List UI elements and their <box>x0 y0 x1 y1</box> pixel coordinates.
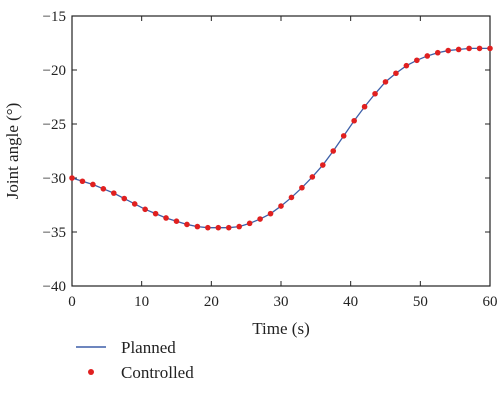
controlled-point <box>225 224 232 231</box>
controlled-point <box>309 174 316 180</box>
controlled-point <box>393 70 399 77</box>
controlled-point <box>267 210 274 217</box>
legend-planned-label: Planned <box>121 338 176 357</box>
y-axis-ticks: −15 −20 −25 −30 −35 −40 <box>43 9 490 295</box>
controlled-point <box>163 215 169 221</box>
controlled-point <box>361 103 368 110</box>
y-tick-label: −35 <box>43 225 66 241</box>
y-tick-label: −40 <box>43 279 66 295</box>
planned-series-line <box>71 47 490 229</box>
x-axis-ticks: 0 10 20 30 40 50 60 <box>68 16 498 310</box>
controlled-point <box>142 206 148 213</box>
x-tick-label: 10 <box>134 294 149 310</box>
y-tick-label: −20 <box>43 63 66 79</box>
controlled-point <box>330 148 337 154</box>
controlled-point <box>455 46 462 53</box>
controlled-point <box>476 45 483 52</box>
controlled-point <box>79 178 86 185</box>
legend-controlled-swatch <box>88 369 94 375</box>
y-tick-label: −25 <box>43 117 66 133</box>
controlled-point <box>487 45 493 52</box>
controlled-point <box>424 53 431 59</box>
controlled-point <box>205 224 211 231</box>
controlled-point <box>121 195 128 202</box>
y-tick-label: −15 <box>43 9 66 25</box>
y-axis-label: Joint angle (°) <box>3 103 22 200</box>
controlled-point <box>340 133 347 139</box>
controlled-point <box>90 181 96 188</box>
controlled-point <box>414 57 420 64</box>
controlled-point <box>351 117 357 124</box>
controlled-point <box>320 162 326 168</box>
x-tick-label: 40 <box>343 294 358 310</box>
legend-controlled-label: Controlled <box>121 363 194 382</box>
x-tick-label: 20 <box>204 294 219 310</box>
x-tick-label: 0 <box>68 294 76 310</box>
controlled-point <box>445 47 452 54</box>
controlled-point <box>111 190 117 196</box>
legend: Planned Controlled <box>76 338 194 382</box>
controlled-point <box>278 203 284 209</box>
x-tick-label: 50 <box>413 294 428 310</box>
controlled-point <box>246 220 253 227</box>
controlled-point <box>236 223 242 230</box>
controlled-point <box>131 201 138 207</box>
controlled-point <box>215 224 222 231</box>
y-tick-label: −30 <box>43 171 66 187</box>
x-axis-label: Time (s) <box>252 319 309 338</box>
controlled-point <box>184 221 190 228</box>
x-tick-label: 60 <box>483 294 498 310</box>
controlled-point <box>257 216 263 222</box>
controlled-point <box>382 79 389 85</box>
controlled-point <box>194 223 201 230</box>
x-tick-label: 30 <box>274 294 289 310</box>
controlled-point <box>69 175 75 181</box>
controlled-point <box>173 218 180 224</box>
controlled-point <box>152 210 159 217</box>
controlled-point <box>100 186 107 192</box>
controlled-point <box>372 90 378 97</box>
controlled-point <box>288 194 295 201</box>
controlled-point <box>403 62 410 69</box>
controlled-point <box>466 45 472 52</box>
controlled-point <box>434 49 441 56</box>
controlled-point <box>299 184 305 191</box>
series-layer <box>69 45 493 231</box>
